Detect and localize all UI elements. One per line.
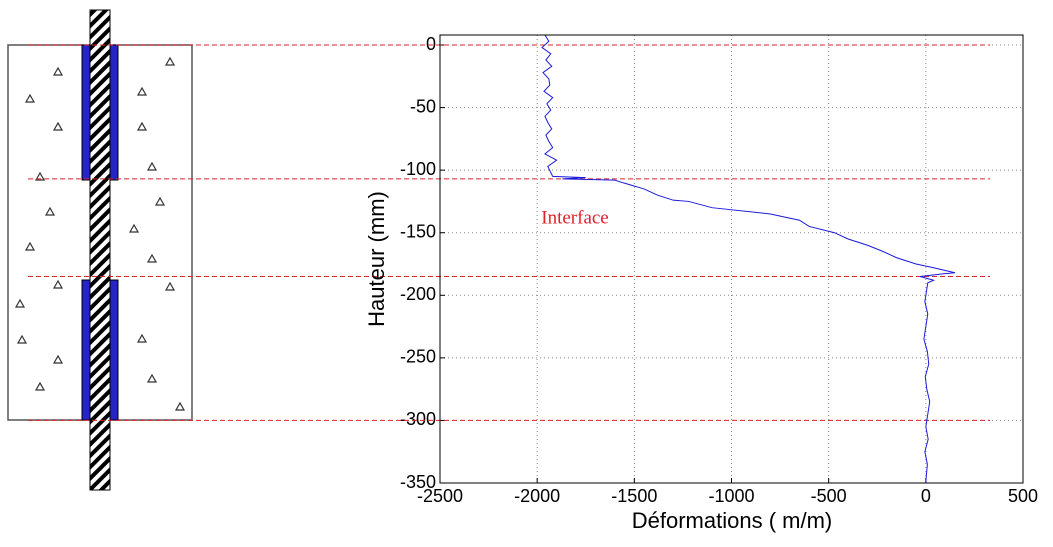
rebar: [89, 9, 111, 491]
x-tick-label: -2000: [514, 486, 560, 506]
aggregates: [14, 56, 186, 411]
plot: -2500 -2000 -1500 -1000 -500 0 500-350-300-250…: [28, 34, 1038, 506]
x-tick-label: -2500: [417, 486, 463, 506]
y-tick-label: -300: [400, 409, 436, 429]
x-tick-label: -1000: [708, 486, 754, 506]
y-tick-label: -200: [400, 284, 436, 304]
annotation: Interface: [541, 207, 609, 228]
x-tick-label: 0: [921, 486, 931, 506]
x-tick-label: -1500: [611, 486, 657, 506]
schematic: [7, 9, 193, 491]
axes-frame: [439, 34, 1024, 484]
x-tick-label: -500: [811, 486, 847, 506]
y-tick-label: -150: [400, 221, 436, 241]
y-tick-label: -50: [410, 96, 436, 116]
y-axis-label: Hauteur (mm): [364, 191, 389, 327]
y-tick-label: -100: [400, 159, 436, 179]
data-line: [541, 34, 956, 484]
plates: [81, 44, 119, 421]
y-tick-label: -350: [400, 472, 436, 492]
y-tick-label: 0: [426, 34, 436, 54]
x-axis-label: Déformations ( m/m): [632, 508, 832, 533]
y-tick-label: -250: [400, 347, 436, 367]
x-tick-label: 500: [1008, 486, 1038, 506]
